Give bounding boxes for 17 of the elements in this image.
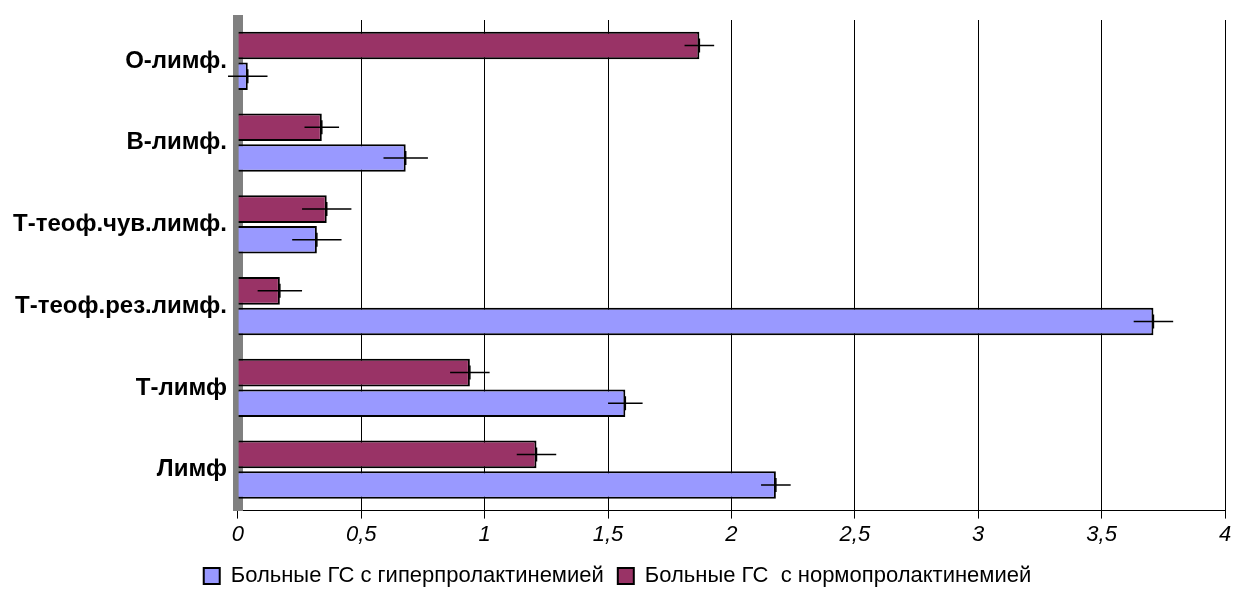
y-tick-label: Т-теоф.рез.лимф.	[15, 290, 227, 318]
legend-label: Больные ГС с гиперпролактинемией	[230, 562, 604, 588]
y-tick-label: Т-теоф.чув.лимф.	[13, 209, 227, 237]
y-tick-label: Т-лимф	[135, 372, 227, 400]
x-tick-label: 2	[724, 520, 738, 546]
x-tick-label: 1	[478, 520, 491, 546]
y-tick-label: О-лимф.	[125, 45, 227, 73]
x-tick-label: 4	[1218, 520, 1232, 546]
x-tick-label: 0,5	[345, 520, 378, 546]
x-tick-label: 2,5	[838, 520, 871, 546]
x-tick-label: 3	[972, 520, 986, 546]
x-tick-label: 1,5	[592, 520, 625, 546]
x-tick-label: 0	[231, 520, 245, 546]
y-tick-label: В-лимф.	[126, 127, 227, 155]
y-tick-label: Лимф	[156, 454, 227, 482]
x-tick-label: 3,5	[1086, 520, 1118, 546]
legend-label: Больные ГС с нормопролактинемией	[644, 562, 1032, 588]
